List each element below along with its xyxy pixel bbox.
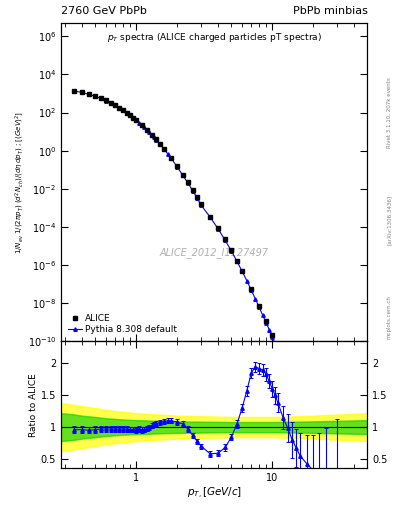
Y-axis label: Ratio to ALICE: Ratio to ALICE	[29, 373, 38, 437]
ALICE	[311, 430, 316, 436]
ALICE	[185, 179, 190, 185]
ALICE	[175, 163, 180, 169]
ALICE	[285, 370, 290, 376]
Pythia 8.308 default	[244, 278, 249, 284]
ALICE	[275, 346, 280, 352]
Pythia 8.308 default	[316, 476, 321, 482]
Y-axis label: $1 / N_{ev}$ $1 / (2\pi p_T)$ $(d^2N_{ch}) / (d\eta\,dp_T)$ ; $[(GeV)^2]$: $1 / N_{ev}$ $1 / (2\pi p_T)$ $(d^2N_{ch…	[13, 111, 26, 253]
ALICE	[257, 303, 261, 309]
ALICE	[195, 194, 199, 200]
Pythia 8.308 default	[134, 117, 138, 123]
ALICE	[208, 214, 213, 220]
ALICE	[290, 380, 295, 387]
Line: Pythia 8.308 default: Pythia 8.308 default	[72, 89, 339, 512]
Pythia 8.308 default	[281, 361, 285, 367]
ALICE	[121, 107, 125, 113]
Text: 2760 GeV PbPb: 2760 GeV PbPb	[61, 6, 147, 16]
ALICE	[131, 115, 136, 121]
ALICE	[294, 391, 299, 397]
X-axis label: $p_{T,}[GeV / c]$: $p_{T,}[GeV / c]$	[187, 486, 242, 501]
ALICE	[180, 172, 185, 178]
ALICE	[113, 102, 118, 108]
ALICE	[145, 126, 149, 133]
ALICE	[93, 93, 97, 99]
ALICE	[305, 417, 309, 423]
ALICE	[162, 146, 166, 152]
ALICE	[117, 104, 121, 111]
ALICE	[158, 141, 162, 147]
ALICE	[154, 136, 158, 142]
ALICE	[104, 97, 108, 103]
Text: PbPb minbias: PbPb minbias	[292, 6, 367, 16]
ALICE	[270, 332, 275, 338]
ALICE	[80, 89, 84, 95]
ALICE	[223, 237, 228, 243]
Text: [arXiv:1306.3436]: [arXiv:1306.3436]	[387, 195, 392, 245]
ALICE	[86, 91, 91, 97]
ALICE	[249, 286, 253, 292]
Pythia 8.308 default	[260, 312, 265, 318]
ALICE	[281, 358, 285, 364]
Text: mcplots.cern.ch: mcplots.cern.ch	[387, 295, 392, 339]
Text: ALICE_2012_I1127497: ALICE_2012_I1127497	[160, 247, 269, 258]
Pythia 8.308 default	[137, 120, 141, 126]
Pythia 8.308 default	[72, 88, 77, 94]
ALICE	[190, 187, 195, 193]
Line: ALICE: ALICE	[72, 89, 316, 435]
ALICE	[124, 110, 129, 116]
ALICE	[264, 318, 268, 325]
ALICE	[149, 132, 154, 138]
ALICE	[240, 268, 244, 274]
ALICE	[199, 201, 204, 207]
Legend: ALICE, Pythia 8.308 default: ALICE, Pythia 8.308 default	[65, 311, 180, 337]
ALICE	[229, 247, 234, 253]
ALICE	[134, 117, 138, 123]
Text: $p_T$ spectra (ALICE charged particles pT spectra): $p_T$ spectra (ALICE charged particles p…	[107, 31, 322, 44]
ALICE	[235, 258, 239, 264]
ALICE	[72, 88, 77, 94]
ALICE	[108, 100, 113, 106]
ALICE	[99, 95, 103, 101]
ALICE	[169, 155, 173, 161]
ALICE	[216, 225, 220, 231]
ALICE	[128, 112, 132, 118]
ALICE	[140, 122, 144, 128]
Text: Rivet 3.1.10, 207k events: Rivet 3.1.10, 207k events	[387, 77, 392, 148]
ALICE	[298, 399, 303, 406]
